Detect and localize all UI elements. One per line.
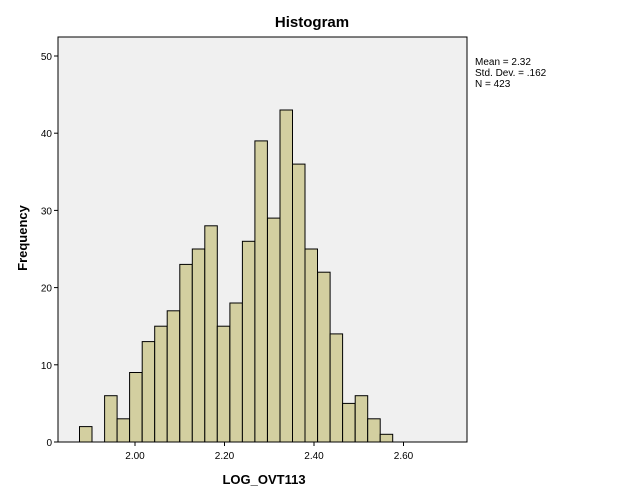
histogram-bar <box>267 217 281 443</box>
x-tick-label: 2.40 <box>304 451 324 462</box>
histogram-bar <box>79 426 93 443</box>
histogram-bar <box>292 163 306 443</box>
histogram-bar <box>367 418 381 443</box>
histogram-bar <box>241 240 256 443</box>
bars-group <box>79 109 394 443</box>
histogram-bar <box>129 372 143 443</box>
x-tick-label: 2.20 <box>215 451 235 462</box>
x-tick-label: 2.00 <box>125 451 145 462</box>
histogram-bar <box>104 395 118 443</box>
histogram-bar <box>229 302 243 443</box>
histogram-bar <box>154 325 168 443</box>
histogram-bar <box>179 263 193 443</box>
histogram-bar <box>279 109 293 443</box>
histogram-bar <box>304 248 318 443</box>
y-tick-label: 50 <box>41 52 53 63</box>
histogram-bar <box>166 310 181 443</box>
histogram-bar <box>342 402 356 443</box>
chart-title: Histogram <box>275 14 349 31</box>
histogram-bar <box>317 271 331 443</box>
x-axis: 2.00 2.20 2.40 2.60 <box>125 442 414 462</box>
histogram-bar <box>329 333 344 443</box>
stats-legend: Mean = 2.32 Std. Dev. = .162 N = 423 <box>475 57 546 90</box>
y-axis: 0 10 20 30 40 50 <box>41 52 58 449</box>
stats-n: N = 423 <box>475 79 511 90</box>
stats-std-dev: Std. Dev. = .162 <box>475 68 547 79</box>
y-tick-label: 40 <box>41 129 53 140</box>
histogram-bar <box>141 341 156 443</box>
histogram-bar <box>116 418 131 443</box>
histogram-bar <box>191 248 206 443</box>
histogram-bar <box>204 225 218 443</box>
x-axis-label: LOG_OVT113 <box>222 472 305 487</box>
histogram-bar <box>216 325 231 443</box>
y-tick-label: 0 <box>46 438 52 449</box>
stats-mean: Mean = 2.32 <box>475 57 531 68</box>
histogram-bar <box>354 395 369 443</box>
histogram-bar <box>379 433 394 443</box>
y-tick-label: 20 <box>41 284 53 295</box>
y-axis-label: Frequency <box>15 204 30 271</box>
x-tick-label: 2.60 <box>394 451 414 462</box>
histogram-bar <box>254 140 268 443</box>
y-tick-label: 30 <box>41 206 53 217</box>
y-tick-label: 10 <box>41 361 53 372</box>
